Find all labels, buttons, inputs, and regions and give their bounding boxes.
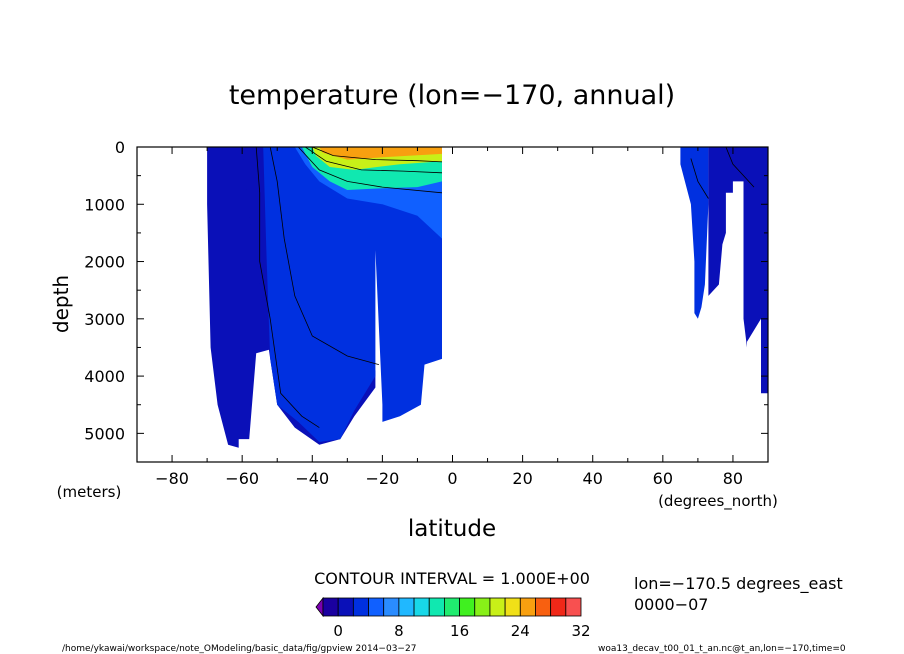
contour-interval: CONTOUR INTERVAL = 1.000E+00: [314, 569, 590, 588]
x-tick-label: −60: [225, 469, 259, 488]
colorbar-swatch: [428, 597, 445, 617]
colorbar-swatch: [504, 597, 521, 617]
region-surface-warm: [319, 147, 442, 160]
colorbar-tick-label: 8: [394, 622, 404, 640]
y-axis: 0 1000 2000 3000 4000 5000: [84, 138, 768, 463]
y-tick-label: 1000: [84, 195, 125, 214]
colorbar-low-extend: [315, 596, 324, 618]
colorbar-swatch: [535, 597, 552, 617]
region-south-pacific-deep: [263, 147, 442, 442]
plot-area: [207, 147, 768, 448]
x-axis: −80 −60 −40 −20 0 20 40 60 80: [136, 147, 769, 488]
colorbar-swatch: [565, 597, 582, 617]
x-tick-label: 80: [723, 469, 743, 488]
colorbar-swatch: [337, 597, 354, 617]
colorbar-swatch: [459, 597, 476, 617]
contour-line: [305, 147, 443, 174]
footer-path: /home/ykawai/workspace/note_OModeling/ba…: [62, 644, 416, 654]
x-tick-label: 60: [653, 469, 673, 488]
colorbar-swatch: [474, 597, 491, 617]
contour-line: [298, 147, 443, 194]
chart-title: temperature (lon=−170, annual): [229, 80, 675, 111]
colorbar-swatch: [444, 597, 460, 617]
contour-line: [725, 147, 755, 188]
x-tick-label: −80: [155, 469, 189, 488]
y-tick-label: 2000: [84, 253, 125, 272]
colorbar-swatch: [368, 597, 385, 617]
colorbar-swatch: [322, 597, 339, 617]
colorbar-tick-label: 16: [450, 622, 469, 640]
colorbar-ticks: 0 8 16 24 32: [333, 622, 590, 640]
contour-line: [312, 147, 443, 163]
contour-line: [690, 158, 709, 199]
x-tick-label: −20: [366, 469, 400, 488]
colorbar-swatch: [519, 597, 536, 617]
contour-line: [269, 147, 380, 365]
x-tick-label: 40: [583, 469, 603, 488]
colorbar-swatch: [383, 597, 400, 617]
colorbar-swatch: [489, 597, 506, 617]
colorbar: [315, 596, 582, 618]
contour-line: [255, 147, 320, 428]
colorbar-tick-label: 24: [511, 622, 530, 640]
time-info: 0000−07: [634, 595, 708, 614]
longitude-info: lon=−170.5 degrees_east: [634, 574, 843, 594]
colorbar-swatch: [398, 597, 415, 617]
x-tick-label: 0: [447, 469, 457, 488]
x-tick-label: −40: [295, 469, 329, 488]
colorbar-tick-label: 0: [333, 622, 343, 640]
colorbar-swatch: [550, 597, 567, 617]
colorbar-swatch: [352, 597, 369, 617]
y-axis-units: (meters): [57, 483, 122, 501]
x-axis-units: (degrees_north): [658, 492, 778, 511]
y-tick-label: 3000: [84, 310, 125, 329]
colorbar-swatch: [413, 597, 430, 617]
y-tick-label: 0: [115, 138, 125, 157]
region-bering-sea-shelf: [680, 147, 709, 319]
colorbar-tick-label: 32: [571, 622, 590, 640]
y-axis-label: depth: [49, 275, 73, 333]
y-tick-label: 5000: [84, 424, 125, 443]
x-axis-label: latitude: [408, 516, 496, 542]
x-tick-label: 20: [512, 469, 532, 488]
y-tick-label: 4000: [84, 367, 125, 386]
footer-file: woa13_decav_t00_01_t_an.nc@t_an,lon=−170…: [598, 644, 846, 654]
region-arctic-basin: [708, 147, 768, 394]
